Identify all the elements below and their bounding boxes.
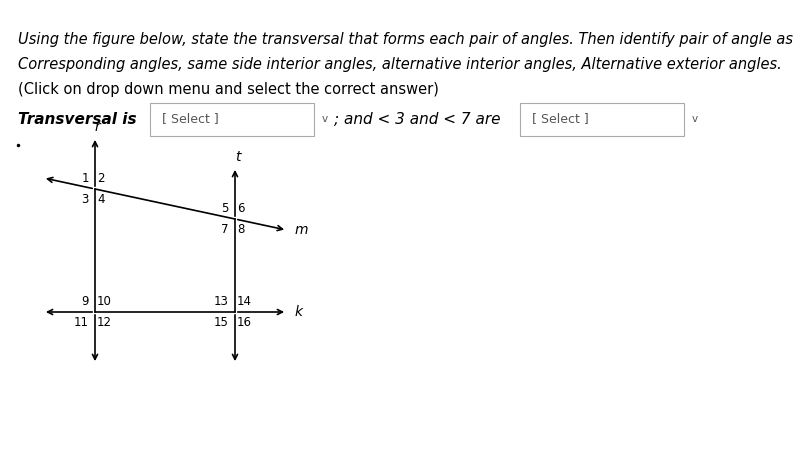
Text: r: r — [94, 120, 100, 134]
Text: k: k — [295, 305, 303, 319]
Text: 11: 11 — [74, 316, 89, 329]
Text: 15: 15 — [214, 316, 229, 329]
FancyBboxPatch shape — [520, 102, 684, 135]
Text: t: t — [235, 150, 241, 164]
Text: 7: 7 — [222, 223, 229, 236]
Text: v: v — [692, 114, 698, 124]
Text: 16: 16 — [237, 316, 252, 329]
Text: v: v — [322, 114, 328, 124]
Text: 12: 12 — [97, 316, 112, 329]
Text: 6: 6 — [237, 202, 245, 215]
Text: 8: 8 — [237, 223, 244, 236]
Text: (Click on drop down menu and select the correct answer): (Click on drop down menu and select the … — [18, 82, 439, 97]
Text: Corresponding angles, same side interior angles, alternative interior angles, Al: Corresponding angles, same side interior… — [18, 57, 782, 72]
Text: ; and < 3 and < 7 are: ; and < 3 and < 7 are — [334, 112, 501, 127]
Text: 2: 2 — [97, 172, 105, 185]
Text: [ Select ]: [ Select ] — [162, 113, 218, 126]
Text: 3: 3 — [82, 193, 89, 206]
Text: 9: 9 — [82, 295, 89, 308]
Text: 13: 13 — [214, 295, 229, 308]
Text: 14: 14 — [237, 295, 252, 308]
Text: m: m — [295, 223, 309, 237]
Text: [ Select ]: [ Select ] — [532, 113, 589, 126]
Text: Using the figure below, state the transversal that forms each pair of angles. Th: Using the figure below, state the transv… — [18, 32, 793, 47]
Text: 10: 10 — [97, 295, 112, 308]
Text: 1: 1 — [82, 172, 89, 185]
Text: 4: 4 — [97, 193, 105, 206]
Text: 5: 5 — [222, 202, 229, 215]
Text: Transversal is: Transversal is — [18, 112, 137, 127]
FancyBboxPatch shape — [150, 102, 314, 135]
